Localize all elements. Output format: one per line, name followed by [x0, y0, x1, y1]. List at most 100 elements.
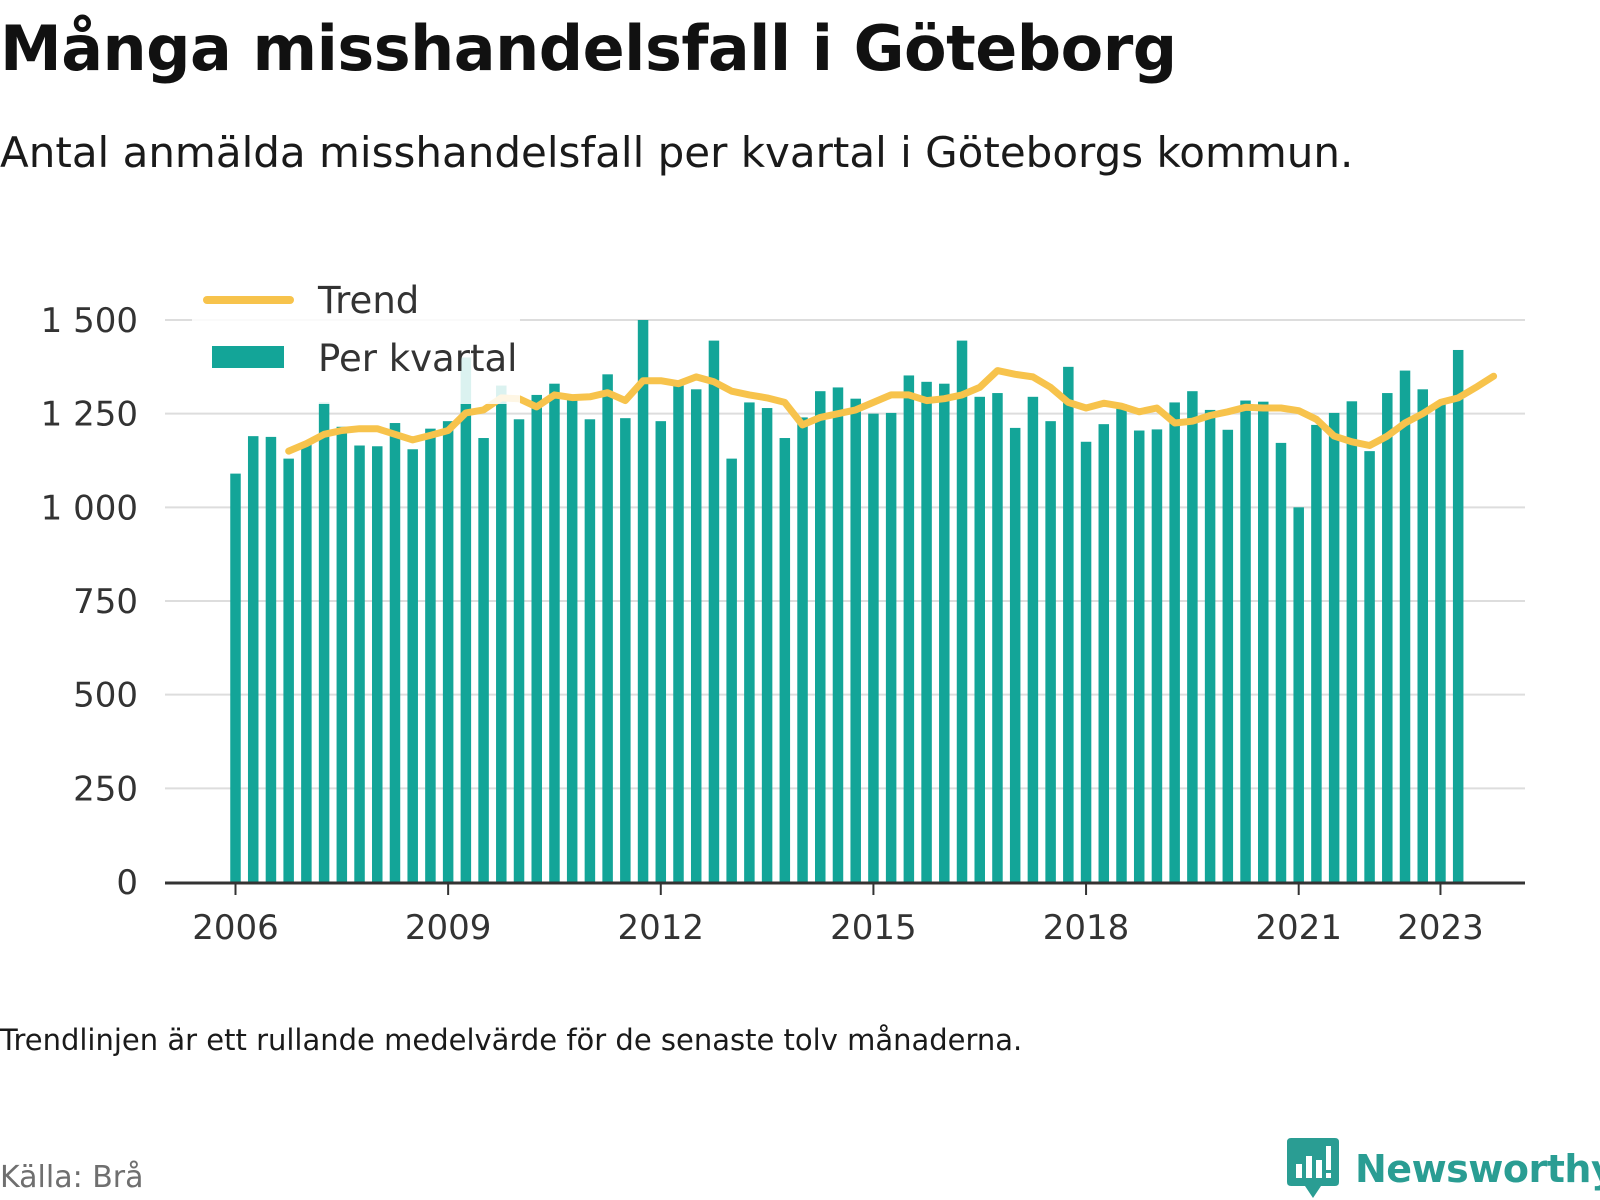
bar — [1098, 424, 1110, 882]
bar — [407, 449, 418, 882]
bar — [389, 423, 401, 882]
bar — [726, 458, 737, 882]
x-tick-label: 2023 — [1397, 908, 1484, 948]
newsworthy-logo[interactable]: Newsworthy — [1287, 1138, 1600, 1200]
bar — [1116, 404, 1127, 882]
bar — [850, 398, 861, 882]
chart-footnote: Trendlinjen är ett rullande medelvärde f… — [0, 1023, 1023, 1057]
bar — [283, 458, 294, 882]
y-tick-label: 750 — [73, 582, 138, 622]
chart-subtitle: Antal anmälda misshandelsfall per kvarta… — [0, 128, 1354, 177]
bar — [655, 421, 667, 882]
bar — [1169, 402, 1180, 882]
bar — [974, 396, 985, 882]
legend-bar-swatch — [212, 346, 284, 368]
x-tick-label: 2021 — [1255, 908, 1342, 948]
bar — [939, 383, 950, 882]
bar — [1204, 409, 1216, 882]
x-tick-label: 2018 — [1043, 908, 1130, 948]
bar — [602, 374, 613, 882]
bar — [1080, 441, 1092, 882]
y-tick-label: 500 — [73, 676, 138, 716]
bar — [673, 385, 684, 882]
y-tick-label: 1 000 — [41, 488, 138, 528]
bar — [496, 385, 507, 882]
source-note: Källa: Brå — [0, 1160, 144, 1195]
bar — [779, 438, 791, 882]
bar — [921, 381, 932, 882]
legend: Trend Per kvartal — [192, 274, 520, 404]
bar — [478, 438, 489, 882]
bar — [354, 445, 365, 882]
bar — [442, 421, 454, 882]
bar — [815, 391, 826, 882]
x-tick-label: 2009 — [405, 908, 492, 948]
bar — [1311, 424, 1322, 882]
bar — [637, 320, 649, 882]
bar — [425, 428, 436, 882]
bar — [1187, 391, 1198, 882]
bar — [832, 387, 844, 882]
bar — [1435, 404, 1446, 882]
bar — [1222, 429, 1234, 882]
bar — [1258, 401, 1269, 882]
trend-series — [285, 367, 1498, 455]
bar — [531, 394, 542, 882]
x-tick-label: 2006 — [192, 908, 279, 948]
bar — [1009, 427, 1021, 882]
bar — [1328, 412, 1340, 882]
y-tick-label: 0 — [116, 863, 138, 903]
bar — [460, 357, 472, 882]
x-tick-label: 2015 — [830, 908, 917, 948]
newsworthy-logo-icon — [1287, 1138, 1339, 1198]
bar-series — [230, 320, 1464, 882]
bar — [1293, 507, 1304, 882]
bar — [265, 436, 277, 882]
bar — [1452, 349, 1464, 882]
bar — [584, 419, 596, 882]
bar — [708, 340, 720, 882]
y-tick-label: 1 500 — [41, 301, 138, 341]
bar — [549, 383, 560, 882]
trend-line — [285, 367, 1498, 455]
bar — [301, 443, 312, 882]
bar — [1399, 370, 1411, 882]
bar — [336, 426, 348, 882]
bar — [761, 408, 773, 882]
bar — [690, 389, 702, 882]
y-tick-label: 1 250 — [41, 395, 138, 435]
y-tick-label: 250 — [73, 769, 138, 809]
bar — [1417, 389, 1428, 882]
bar — [797, 417, 808, 882]
bar — [620, 418, 631, 882]
bar — [903, 375, 915, 882]
legend-trend-label: Trend — [317, 279, 419, 322]
bar — [868, 413, 879, 882]
bar — [230, 473, 241, 882]
x-axis: 2006 2009 2012 2015 2018 2021 2023 — [165, 881, 1525, 948]
bar — [1240, 400, 1251, 882]
brand-name: Newsworthy — [1355, 1147, 1600, 1191]
bar — [956, 340, 968, 882]
bar — [1063, 366, 1074, 882]
bar — [372, 446, 383, 882]
bar — [1364, 451, 1375, 882]
bar — [513, 419, 525, 882]
bar — [1151, 429, 1163, 882]
bar — [318, 402, 330, 882]
bar — [1133, 430, 1145, 882]
bar — [885, 412, 897, 882]
bar — [992, 393, 1003, 882]
bar — [1382, 393, 1393, 882]
bar — [1027, 396, 1039, 882]
bar — [744, 402, 755, 882]
x-tick-label: 2012 — [618, 908, 705, 948]
bar — [1275, 442, 1287, 882]
bar — [1346, 401, 1358, 882]
legend-bar-label: Per kvartal — [318, 337, 517, 380]
bar — [247, 436, 259, 882]
bar — [566, 396, 578, 882]
bar — [1045, 421, 1056, 882]
chart-title: Många misshandelsfall i Göteborg — [0, 12, 1177, 85]
